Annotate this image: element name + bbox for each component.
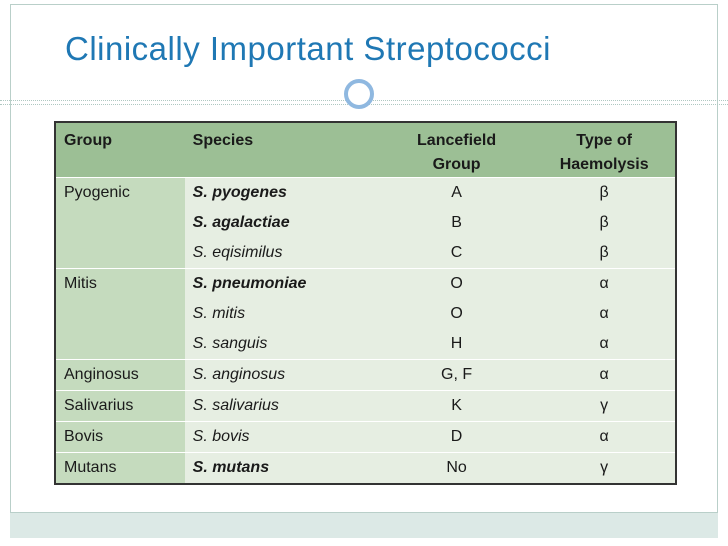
slide-title: Clinically Important Streptococci [65,30,552,67]
haemolysis-value: γ [600,459,609,476]
cell-group: Pyogenic [55,177,185,269]
species-name: S. agalactiae [192,214,290,231]
streptococci-table: Group Species Lancefield Group Type of H… [54,121,677,485]
cell-lancefield: D [379,421,534,453]
cell-haemolysis: γ [533,390,676,422]
haemolysis-value: α [599,366,609,383]
cell-lancefield: K [379,390,534,422]
species-name: S. bovis [192,428,250,445]
cell-lancefield: G, F [379,359,534,391]
haemolysis-value: β [599,214,609,231]
lancefield-value: K [451,397,462,414]
cell-species: S. mutans [184,452,380,484]
lancefield-value: No [446,459,467,476]
haemolysis-value: β [599,184,609,201]
cell-group: Mitis [55,268,185,360]
lancefield-value: A [451,184,462,201]
haemolysis-value: α [599,428,609,445]
cell-species: S. bovis [184,421,380,453]
haemolysis-value: α [599,275,609,292]
haemolysis-value: γ [600,397,609,414]
table-row: Mutans S. mutans No γ [55,452,676,484]
cell-species: S. salivarius [184,390,380,422]
table-body: Pyogenic S. pyogenes S. agalactiae S. eqisi… [55,177,676,484]
header-lancefield-line2: Group [432,156,481,173]
species-name: S. pyogenes [192,184,287,201]
cell-group: Anginosus [55,359,185,391]
species-name: S. pneumoniae [192,275,307,292]
lancefield-value: D [450,428,463,445]
header-group: Group [55,122,185,178]
header-lancefield: Lancefield Group [379,122,534,178]
cell-haemolysis: γ [533,452,676,484]
species-name: S. mitis [192,305,246,322]
haemolysis-value: α [599,335,609,352]
table-row: Pyogenic S. pyogenes S. agalactiae S. eqisi… [55,177,676,269]
cell-species: S. pyogenes S. agalactiae S. eqisimilus [184,177,380,269]
lancefield-value: G, F [441,366,473,383]
haemolysis-value: β [599,244,609,261]
cell-lancefield: No [379,452,534,484]
header-haemolysis-line2: Haemolysis [559,156,649,173]
cell-group: Salivarius [55,390,185,422]
slide-footer-bar [10,512,718,538]
table-row: Anginosus S. anginosus G, F α [55,359,676,391]
ring-ornament-icon [344,79,374,109]
cell-group: Bovis [55,421,185,453]
species-name: S. anginosus [192,366,286,383]
lancefield-value: O [450,275,463,292]
header-lancefield-line1: Lancefield [417,132,497,149]
lancefield-value: H [450,335,463,352]
cell-species: S. anginosus [184,359,380,391]
header-haemolysis: Type of Haemolysis [533,122,676,178]
cell-haemolysis: α [533,421,676,453]
cell-group: Mutans [55,452,185,484]
species-name: S. mutans [192,459,270,476]
cell-species: S. pneumoniae S. mitis S. sanguis [184,268,380,360]
lancefield-value: O [450,305,463,322]
table-header-row: Group Species Lancefield Group Type of H… [55,122,676,178]
header-haemolysis-line1: Type of [576,132,632,149]
cell-haemolysis: α [533,359,676,391]
species-name: S. sanguis [192,335,268,352]
species-name: S. salivarius [192,397,279,414]
lancefield-value: B [451,214,462,231]
lancefield-value: C [450,244,463,261]
haemolysis-value: α [599,305,609,322]
species-name: S. eqisimilus [192,244,283,261]
header-species: Species [184,122,380,178]
